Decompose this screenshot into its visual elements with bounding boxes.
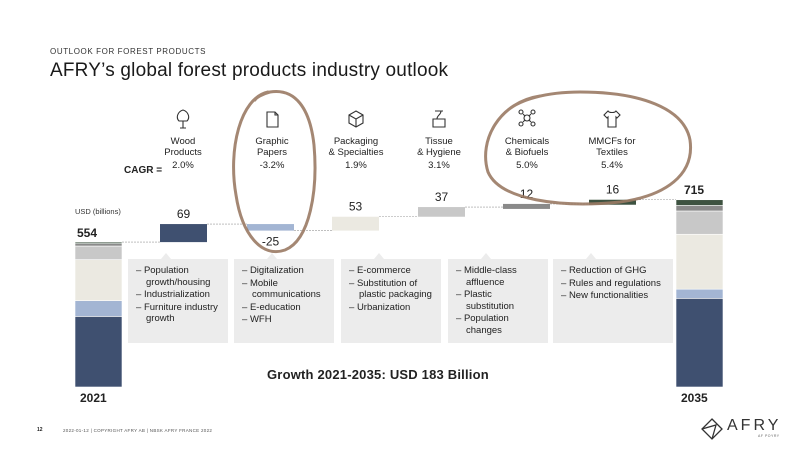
tree-icon	[173, 108, 193, 135]
tissue-icon	[429, 108, 449, 135]
step-bar-3	[332, 216, 379, 231]
driver-item: Reduction of GHG	[561, 265, 665, 277]
category-label-line2: & Specialties	[328, 147, 384, 158]
step-value-label-2: -25	[262, 235, 280, 249]
driver-box-pointer	[374, 253, 384, 259]
category-label-2: Graphic Papers	[227, 136, 317, 158]
driver-box-4: Middle-class affluencePlastic substituti…	[448, 259, 548, 343]
driver-item: Furniture industry growth	[136, 302, 220, 325]
category-cagr-3: 1.9%	[345, 160, 367, 171]
afry-logo-icon	[701, 418, 723, 440]
driver-item: E-commerce	[349, 265, 433, 277]
category-label-3: Packaging & Specialties	[311, 136, 401, 158]
driver-item: Substitution of plastic packaging	[349, 278, 433, 301]
category-label-line1: Chemicals	[504, 136, 550, 147]
category-label-1: Wood Products	[138, 136, 228, 158]
driver-item: Middle-class affluence	[456, 265, 540, 288]
highlight-circle-graphic-papers	[232, 90, 317, 253]
category-cagr-6: 5.4%	[601, 160, 623, 171]
driver-item: Mobile communications	[242, 278, 326, 301]
step-bar-5	[503, 203, 550, 209]
bar-2021-segment-3	[74, 259, 123, 301]
bar-2021-segment-2	[74, 300, 123, 317]
driver-item: E-education	[242, 302, 326, 314]
step-value-label-3: 53	[349, 200, 363, 214]
category-label-4: Tissue & Hygiene	[394, 136, 484, 158]
step-bar-2	[247, 224, 294, 231]
tshirt-icon	[602, 108, 622, 135]
year-start-label: 2021	[80, 391, 107, 405]
driver-box-pointer	[161, 253, 171, 259]
step-bar-1	[160, 224, 207, 243]
bar-2021-segment-1	[74, 316, 123, 388]
category-label-line2: & Hygiene	[417, 147, 461, 158]
category-label-line2: Textiles	[596, 147, 628, 158]
driver-box-pointer	[481, 253, 491, 259]
unit-label: USD (billions)	[75, 207, 121, 216]
footer-text: 2022-01-12 | COPYRIGHT AFRY AB | NBSK AF…	[63, 428, 213, 433]
bar-2035-segment-1	[675, 298, 724, 388]
driver-item: Digitalization	[242, 265, 326, 277]
driver-box-3: E-commerceSubstitution of plastic packag…	[341, 259, 441, 343]
step-value-label-4: 37	[435, 190, 449, 204]
category-label-line1: Tissue	[425, 136, 453, 147]
category-label-line2: Products	[164, 147, 202, 158]
category-label-line1: Packaging	[333, 136, 379, 147]
logo-wordmark: AFRY	[727, 417, 782, 434]
bar-2035-segment-4	[675, 210, 724, 235]
step-value-label-6: 16	[606, 183, 620, 197]
category-label-line1: Wood	[170, 136, 196, 147]
driver-item: WFH	[242, 314, 326, 326]
driver-box-1: Population growth/housingIndustrializati…	[128, 259, 228, 343]
category-cagr-1: 2.0%	[172, 160, 194, 171]
highlight-circle-growth-segments	[484, 90, 693, 206]
page-number: 12	[37, 427, 43, 433]
driver-box-pointer	[586, 253, 596, 259]
molecule-icon	[517, 108, 537, 135]
logo-subtext: AF POYRY	[758, 434, 780, 438]
step-bar-4	[418, 207, 465, 217]
bar-2035-segment-3	[675, 233, 724, 290]
bar-2035-segment-6	[675, 199, 724, 206]
paper-icon	[262, 108, 282, 135]
category-label-line2: Papers	[256, 147, 288, 158]
bar-2021-segment-6	[74, 241, 123, 244]
driver-item: Rules and regulations	[561, 278, 665, 290]
driver-item: Industrialization	[136, 289, 220, 301]
total-2021-label: 554	[77, 226, 97, 240]
driver-box-2: DigitalizationMobile communicationsE-edu…	[234, 259, 334, 343]
bar-2021-segment-5	[74, 243, 123, 247]
driver-item: Urbanization	[349, 302, 433, 314]
box-icon	[346, 108, 366, 135]
total-2035-label: 715	[684, 183, 704, 197]
driver-box-5: Reduction of GHGRules and regulationsNew…	[553, 259, 673, 343]
bar-2035-segment-2	[675, 288, 724, 299]
driver-item: Plastic substitution	[456, 289, 540, 312]
cagr-label: CAGR =	[124, 165, 163, 176]
driver-item: Population growth/housing	[136, 265, 220, 288]
bar-2021-segment-4	[74, 245, 123, 260]
year-end-label: 2035	[681, 391, 708, 405]
category-label-line1: MMCFs for	[588, 136, 636, 147]
category-cagr-2: -3.2%	[259, 160, 285, 171]
category-cagr-4: 3.1%	[428, 160, 450, 171]
page-title: AFRY’s global forest products industry o…	[50, 60, 449, 81]
category-label-line2: & Biofuels	[505, 147, 549, 158]
section-supertitle: OUTLOOK FOR FOREST PRODUCTS	[50, 47, 207, 56]
category-label-6: MMCFs for Textiles	[567, 136, 657, 158]
category-label-line1: Graphic	[255, 136, 289, 147]
category-cagr-5: 5.0%	[516, 160, 538, 171]
growth-label: Growth 2021-2035: USD 183 Billion	[267, 367, 489, 382]
step-value-label-1: 69	[177, 207, 191, 221]
driver-item: Population changes	[456, 313, 540, 336]
driver-item: New functionalities	[561, 290, 665, 302]
driver-box-pointer	[267, 253, 277, 259]
bar-2035-segment-5	[675, 205, 724, 212]
category-label-5: Chemicals & Biofuels	[482, 136, 572, 158]
